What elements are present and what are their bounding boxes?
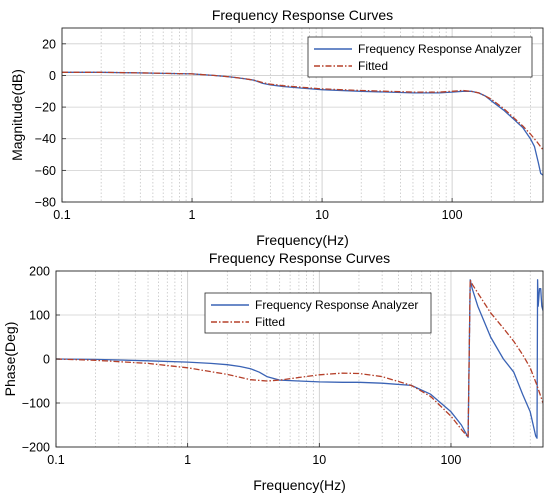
axes-box — [61, 27, 544, 203]
series-line-fitted — [56, 279, 543, 438]
series-line-analyzer — [56, 279, 543, 439]
tick-labels: 0.1 1 10 100 −200 −100 0 100 200 — [22, 265, 462, 468]
legend-box — [307, 36, 533, 78]
x-tick-label: 1 — [189, 208, 196, 222]
y-tick-label: 100 — [29, 309, 50, 323]
y-tick-label: −60 — [35, 164, 56, 178]
series-group — [62, 71, 543, 176]
y-tick-label: −40 — [35, 132, 56, 146]
phase-chart: 0.1 1 10 100 −200 −100 0 100 200 Frequency Respon… — [2, 250, 544, 493]
y-tick-label: 20 — [42, 37, 56, 51]
legend: Frequency Response Analyzer Fitted — [307, 36, 533, 78]
legend-label: Fitted — [358, 59, 388, 73]
legend: Frequency Response Analyzer Fitted — [204, 292, 432, 334]
y-axis-label: Phase(Deg) — [2, 322, 18, 397]
chart-title: Frequency Response Curves — [209, 250, 390, 266]
magnitude-chart: 0.1 1 10 100 −80 −60 −40 −20 0 20 Frequency Respon… — [9, 7, 544, 248]
x-tick-label: 0.1 — [53, 208, 70, 222]
legend-box — [204, 292, 432, 334]
chart-title: Frequency Response Curves — [212, 7, 393, 23]
tick-labels: 0.1 1 10 100 −80 −60 −40 −20 0 20 — [35, 37, 463, 222]
legend-label: Frequency Response Analyzer — [255, 298, 418, 312]
y-tick-label: 0 — [43, 353, 50, 367]
legend-label: Frequency Response Analyzer — [358, 42, 521, 56]
x-axis-label: Frequency(Hz) — [256, 232, 349, 248]
y-tick-label: 0 — [49, 69, 56, 83]
legend-label: Fitted — [255, 315, 285, 329]
x-tick-label: 0.1 — [47, 453, 64, 467]
y-tick-label: −80 — [35, 196, 56, 210]
x-tick-label: 10 — [315, 208, 329, 222]
series-group — [56, 279, 543, 439]
series-line-fitted — [62, 71, 543, 151]
y-tick-label: −200 — [22, 441, 50, 455]
x-tick-label: 100 — [442, 208, 463, 222]
y-axis-label: Magnitude(dB) — [9, 69, 25, 161]
x-tick-label: 1 — [184, 453, 191, 467]
x-tick-label: 10 — [312, 453, 326, 467]
x-axis-label: Frequency(Hz) — [253, 477, 346, 493]
x-tick-label: 100 — [441, 453, 462, 467]
y-tick-label: −100 — [22, 397, 50, 411]
y-tick-label: 200 — [29, 265, 50, 279]
y-tick-label: −20 — [35, 101, 56, 115]
